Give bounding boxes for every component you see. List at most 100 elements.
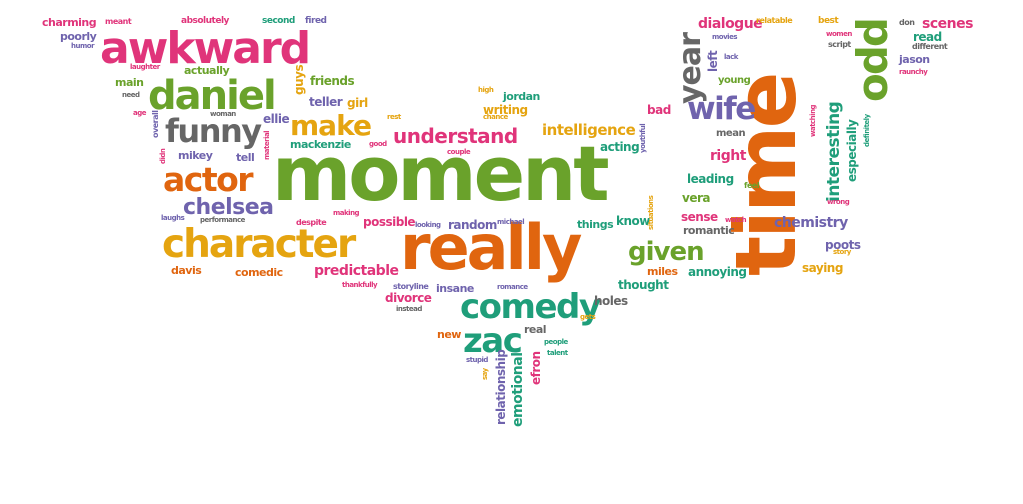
word-high: high [478,86,494,94]
word-didn: didn [159,148,167,164]
word-girl: girl [347,96,368,110]
word-watching: watching [809,104,817,137]
word-comedy: comedy [460,287,601,327]
word-efron: efron [529,351,543,385]
word-new: new [437,328,461,341]
word-dialogue: dialogue [698,16,763,32]
word-don: don [899,18,915,27]
word-guys: guys [292,64,306,95]
word-raunchy: raunchy [899,68,928,76]
word-really: really [400,211,582,284]
word-mikey: mikey [178,149,213,162]
word-intelligence: intelligence [542,121,636,139]
word-making: making [333,209,360,217]
word-humor: humor [71,42,95,50]
word-thought: thought [618,278,669,292]
word-women: women [826,30,852,38]
word-storyline: storyline [393,282,429,291]
word-charming: charming [42,16,97,29]
word-material: material [263,130,271,160]
word-things: things [577,218,614,231]
word-divorce: divorce [385,291,432,305]
word-actor: actor [163,160,254,199]
word-insane: insane [436,282,474,295]
word-awkward: awkward [100,23,311,74]
word-performance: performance [200,216,245,224]
word-poorly: poorly [60,30,97,43]
word-stupid: stupid [466,356,488,364]
word-year: year [673,33,708,104]
word-couple: couple [447,148,471,156]
word-mackenzie: mackenzie [290,138,351,151]
word-rest: rest [387,113,401,121]
word-say: say [481,368,489,380]
word-davis: davis [171,264,202,277]
word-overall: overall [151,110,160,138]
word-emotional: emotional [510,352,526,427]
word-friends: friends [310,74,355,88]
word-make: make [290,109,372,142]
word-main: main [115,76,144,89]
word-watch: watch [725,216,747,224]
word-know: know [616,214,650,228]
word-youthful: youthful [639,123,647,153]
word-chance: chance [483,113,508,121]
word-comedic: comedic [235,266,283,279]
word-daniel: daniel [148,73,277,119]
word-given: given [628,237,705,267]
word-despite: despite [296,218,327,227]
word-miles: miles [647,265,678,278]
word-bad: bad [647,103,671,117]
word-gets: gets [580,313,596,321]
word-situations: situations [647,195,655,230]
word-random: random [448,218,497,232]
word-jordan: jordan [503,90,540,103]
word-acting: acting [600,140,640,154]
word-age: age [133,109,146,117]
word-best: best [818,16,839,26]
word-odd: odd [848,19,897,102]
word-laughs: laughs [161,214,185,222]
word-second: second [262,16,295,26]
word-understand: understand [393,124,518,148]
word-lack: lack [724,53,738,61]
word-vera: vera [682,191,710,205]
word-good: good [369,140,387,148]
word-zac: zac [463,321,523,361]
word-holes: holes [594,294,628,308]
word-ellie: ellie [263,112,290,126]
word-jason: jason [899,53,930,66]
word-predictable: predictable [314,263,399,279]
word-funny: funny [165,112,262,150]
word-story: story [833,248,851,256]
word-talent: talent [547,349,568,357]
word-wrong: wrong [827,198,850,206]
word-teller: teller [309,95,343,109]
word-instead: instead [396,305,422,313]
word-people: people [544,338,568,346]
word-possible: possible [363,215,416,229]
word-annoying: annoying [688,265,747,279]
word-poots: poots [825,238,861,252]
word-script: script [828,40,851,49]
word-looking: looking [415,221,441,229]
word-woman: woman [210,110,236,118]
word-sense: sense [681,210,718,224]
word-different: different [912,42,948,51]
word-mean: mean [716,128,746,139]
word-movies: movies [712,33,737,41]
word-especially: especially [845,119,859,182]
word-chelsea: chelsea [183,195,274,220]
word-saying: saying [802,261,843,275]
word-wife: wife [687,91,756,127]
word-michael: michael [497,218,525,226]
word-right: right [710,148,746,164]
word-real: real [524,323,547,336]
word-scenes: scenes [922,16,973,32]
word-thankfully: thankfully [342,281,378,289]
word-meant: meant [105,17,132,26]
word-left: left [706,50,720,72]
word-young: young [718,75,751,86]
word-read: read [913,30,942,44]
